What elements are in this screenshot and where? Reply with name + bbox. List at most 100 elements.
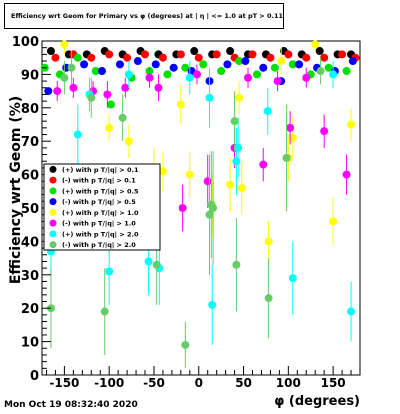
data-point <box>106 100 115 109</box>
data-point <box>176 100 185 109</box>
data-point <box>178 204 187 212</box>
legend-marker <box>49 230 57 238</box>
x-tick-label: 100 <box>276 376 301 390</box>
legend-label: (+) with p T/|q| > 0.5 <box>62 187 139 196</box>
data-point <box>152 260 161 269</box>
data-point <box>144 257 153 266</box>
data-point <box>163 70 172 79</box>
data-point <box>158 53 167 62</box>
data-point <box>123 53 132 62</box>
data-point <box>270 63 279 72</box>
data-point <box>91 67 100 76</box>
data-point <box>141 50 150 59</box>
data-point <box>338 50 347 59</box>
data-point <box>151 60 160 69</box>
data-point <box>154 83 163 92</box>
y-axis-label: Efficiency wrt Geom (%) <box>8 96 24 284</box>
data-point <box>347 307 356 316</box>
data-point <box>259 160 268 169</box>
data-point <box>226 47 235 56</box>
legend-marker <box>49 165 57 173</box>
y-tick-label: 0 <box>30 369 39 384</box>
data-point <box>223 60 232 69</box>
data-point <box>237 183 246 192</box>
data-point <box>244 73 253 82</box>
legend-label: (+) with p T/|q| > 2.0 <box>62 230 139 239</box>
data-point <box>67 63 76 72</box>
data-point <box>100 307 109 316</box>
legend-marker <box>49 187 57 195</box>
data-point <box>185 73 194 82</box>
title-box: Efficiency wrt Geom for Primary vs φ (de… <box>4 3 284 29</box>
x-tick-label: 150 <box>321 376 346 390</box>
x-tick-label: 0 <box>195 376 203 390</box>
legend-marker <box>49 176 57 184</box>
data-point <box>288 133 297 142</box>
timestamp: Mon Oct 19 08:32:40 2020 <box>4 400 138 410</box>
data-point <box>264 294 273 303</box>
legend-label: (+) with p T/|q| > 1.0 <box>62 209 139 218</box>
data-point <box>181 340 190 349</box>
data-point <box>264 237 273 246</box>
data-point <box>205 93 214 102</box>
chart-title: Efficiency wrt Geom for Primary vs φ (de… <box>11 12 284 20</box>
data-point <box>266 53 275 62</box>
legend-marker <box>49 198 57 206</box>
data-point <box>53 87 62 96</box>
data-point <box>234 143 243 152</box>
y-tick-label: 40 <box>21 235 39 250</box>
legend-label: (-) with p T/|q| > 2.0 <box>62 241 136 250</box>
legend-label: (+) with p T/|q| > 0.1 <box>62 166 139 175</box>
data-point <box>44 87 53 96</box>
data-point <box>169 63 178 72</box>
data-point <box>133 57 142 66</box>
data-point <box>226 180 235 189</box>
data-point <box>348 57 357 66</box>
legend-label: (-) with p T/|q| > 0.5 <box>62 198 136 207</box>
data-point <box>277 57 286 66</box>
data-point <box>320 127 329 136</box>
data-point <box>302 53 311 62</box>
legend-box <box>43 163 161 251</box>
data-point <box>145 73 154 82</box>
data-point <box>232 260 241 269</box>
data-point <box>315 47 324 56</box>
legend-marker <box>49 208 57 216</box>
data-point <box>98 67 107 76</box>
data-point <box>342 170 351 179</box>
data-point <box>248 50 257 59</box>
data-point <box>282 153 291 162</box>
x-axis-label: φ (degrees) <box>274 394 360 409</box>
y-tick-label: 20 <box>21 302 39 317</box>
data-point <box>105 50 114 59</box>
data-point <box>73 53 82 62</box>
y-tick-label: 60 <box>21 169 39 184</box>
data-point <box>329 70 338 79</box>
data-point <box>87 53 96 62</box>
x-tick-label: 50 <box>235 376 252 390</box>
x-tick-label: -150 <box>49 376 79 390</box>
data-point <box>273 77 282 86</box>
data-point <box>69 83 78 92</box>
data-point <box>252 70 261 79</box>
data-point <box>158 167 167 176</box>
data-point <box>115 60 124 69</box>
y-tick-label: 100 <box>12 35 39 50</box>
data-point <box>232 157 241 166</box>
data-point <box>51 53 60 62</box>
legend-marker <box>49 241 57 249</box>
data-point <box>347 120 356 129</box>
data-point <box>295 60 304 69</box>
data-point <box>288 60 297 69</box>
y-tick-label: 70 <box>21 135 39 150</box>
data-point <box>192 70 201 79</box>
data-point <box>320 53 329 62</box>
y-tick-label: 80 <box>21 102 39 117</box>
data-point <box>124 70 133 79</box>
data-point <box>199 60 208 69</box>
data-point <box>124 137 133 146</box>
data-point <box>288 274 297 283</box>
data-point <box>73 130 82 139</box>
data-point <box>324 63 333 72</box>
